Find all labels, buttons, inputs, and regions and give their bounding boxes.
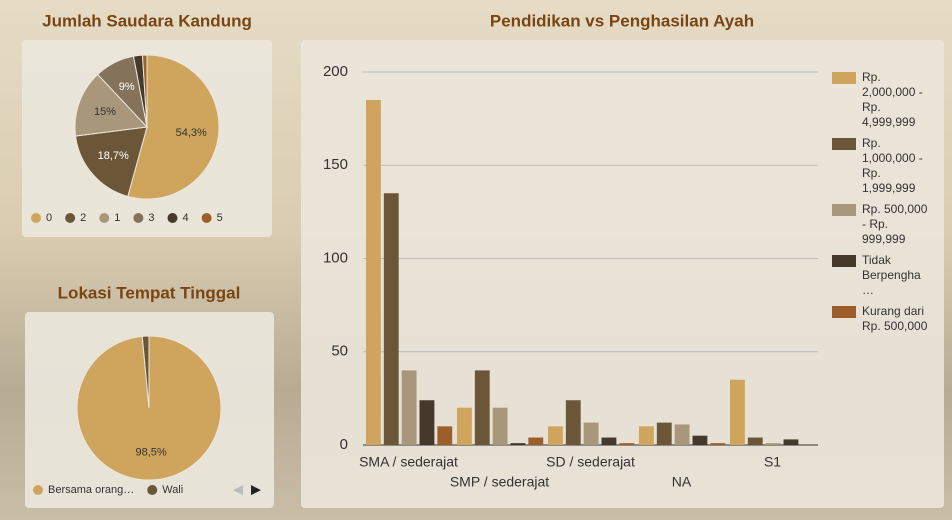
card (301, 40, 944, 508)
y-tick-label: 50 (331, 343, 348, 360)
legend-swatch (832, 72, 856, 84)
legend-item: Rp. 2,000,000 - Rp. 4,999,999 (832, 70, 932, 130)
legend-label: Rp. 500,000 - Rp. 999,999 (862, 202, 928, 246)
legend-swatch (99, 213, 110, 223)
legend-swatch (832, 138, 856, 150)
bar (692, 435, 708, 445)
slice-label: 98,5% (136, 446, 167, 458)
bar (457, 407, 472, 445)
bar-legend: Rp. 2,000,000 - Rp. 4,999,999 Rp. 1,000,0… (832, 70, 932, 340)
legend-swatch (133, 213, 144, 223)
bar (639, 426, 654, 445)
legend-item: Kurang dari Rp. 500,000 (832, 304, 932, 334)
legend-label: Rp. 2,000,000 - Rp. 4,999,999 (862, 70, 923, 129)
bar (583, 422, 599, 445)
prev-page[interactable]: ◀ (233, 481, 243, 496)
legend-swatch (65, 213, 76, 223)
bar (601, 437, 617, 445)
legend-label: Tidak Berpengha… (862, 253, 921, 297)
bar (419, 400, 435, 445)
legend-swatch (33, 485, 43, 495)
legend-label: Rp. 1,000,000 - Rp. 1,999,999 (862, 136, 923, 195)
legend-label: Bersama orang… (48, 484, 134, 496)
legend-swatch (832, 204, 856, 216)
bar (528, 437, 544, 445)
bar (510, 443, 526, 445)
legend-item: Rp. 500,000 - Rp. 999,999 (832, 202, 932, 247)
bar (674, 424, 690, 445)
legend-swatch (201, 213, 212, 223)
bar (783, 439, 799, 445)
legend-label: 1 (114, 212, 120, 224)
x-tick-label: NA (672, 474, 692, 490)
bar (565, 400, 581, 445)
legend-swatch (832, 255, 856, 267)
slice-label: 9% (119, 81, 135, 93)
bar (710, 443, 726, 445)
pie-slice (141, 335, 150, 409)
y-tick-label: 100 (323, 249, 348, 266)
legend-label: 0 (46, 212, 52, 224)
bar (492, 407, 508, 445)
legend-swatch (832, 306, 856, 318)
bar (656, 422, 672, 445)
bar (548, 426, 563, 445)
chart-title: Jumlah Saudara Kandung (42, 11, 252, 30)
bar (401, 370, 417, 445)
pie-slice (141, 54, 148, 128)
bar (366, 99, 381, 445)
legend-item: Rp. 1,000,000 - Rp. 1,999,999 (832, 136, 932, 196)
y-tick-label: 0 (340, 436, 348, 453)
slice-label: 18,7% (98, 150, 129, 162)
bar (765, 443, 781, 445)
x-tick-label: SMA / sederajat (359, 454, 458, 470)
legend-item: Tidak Berpengha… (832, 253, 932, 298)
legend-label: 5 (217, 212, 223, 224)
legend-label: Kurang dari Rp. 500,000 (862, 304, 928, 333)
legend-label: Wali (162, 484, 183, 496)
legend-label: 2 (80, 212, 86, 224)
slice-label: 15% (94, 106, 116, 118)
legend-label: 4 (183, 212, 189, 224)
legend-label: 3 (148, 212, 154, 224)
bar (437, 426, 453, 445)
x-tick-label: SD / sederajat (546, 454, 635, 470)
bar (383, 193, 399, 445)
bar (619, 443, 635, 445)
x-tick-label: SMP / sederajat (450, 474, 549, 490)
x-tick-label: S1 (764, 454, 781, 470)
chart-title: Lokasi Tempat Tinggal (58, 283, 241, 302)
legend-swatch (31, 213, 41, 223)
pie-slice (74, 73, 149, 137)
slice-label: 54,3% (176, 127, 207, 139)
next-page[interactable]: ▶ (251, 481, 261, 496)
y-tick-label: 200 (323, 63, 348, 80)
bar (474, 370, 490, 445)
bar (747, 437, 763, 445)
pie-slice (127, 54, 220, 200)
pie-slice (75, 126, 148, 198)
legend-swatch (167, 213, 178, 223)
chart-title: Pendidikan vs Penghasilan Ayah (490, 11, 754, 30)
bar (730, 379, 745, 445)
legend-swatch (147, 485, 158, 495)
y-tick-label: 150 (323, 156, 348, 173)
